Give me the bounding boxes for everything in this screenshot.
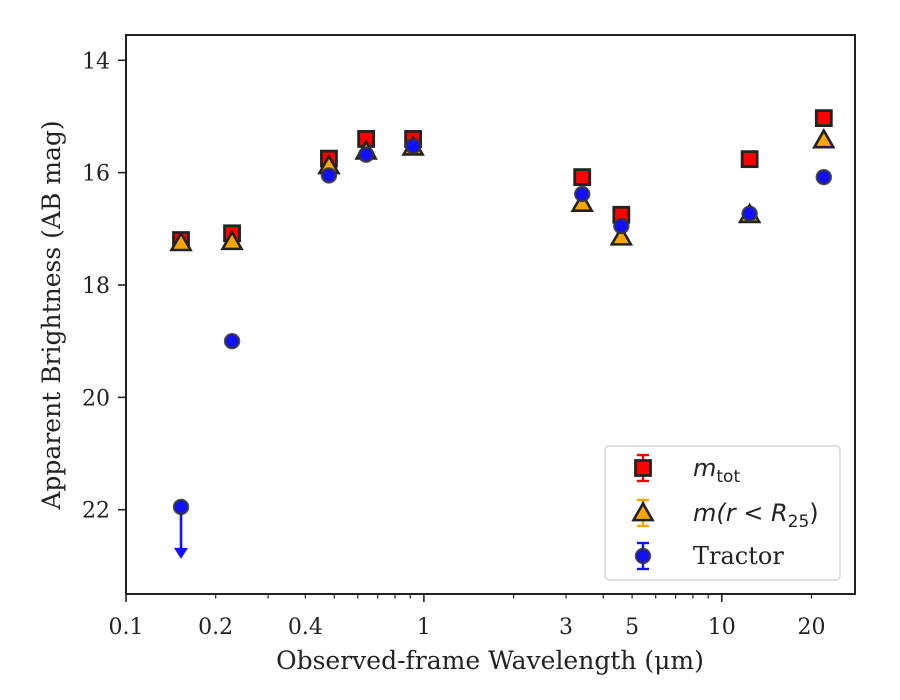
square-point	[814, 109, 833, 128]
circle-point	[574, 185, 591, 203]
x-tick-label: 5	[625, 615, 639, 640]
circle-point	[404, 138, 422, 155]
circle-point	[613, 217, 630, 235]
circle-point	[320, 167, 338, 184]
legend-triangle-marker	[631, 500, 655, 522]
y-tick-label: 16	[82, 162, 110, 187]
y-tick-label: 20	[82, 386, 110, 411]
plot-frame	[125, 34, 856, 595]
circle-point	[357, 146, 375, 163]
x-tick-label: 10	[708, 615, 736, 640]
triangle-point	[220, 229, 244, 251]
x-axis-ticks: 0.1 0.2 0.4 1 3 5 10 20	[109, 594, 825, 640]
triangle-point	[812, 127, 836, 149]
x-tick-label: 0.2	[198, 615, 233, 640]
triangle-point	[169, 230, 193, 252]
x-tick-label: 3	[559, 615, 573, 640]
legend-box	[604, 445, 841, 581]
upper-limit-arrow-head	[174, 547, 189, 559]
circle-point	[815, 168, 832, 186]
x-tick-label: 0.1	[109, 615, 144, 640]
y-axis-ticks: 14 16 18 20 22	[82, 49, 126, 524]
y-tick-label: 14	[82, 49, 110, 74]
triangle-point	[609, 225, 634, 246]
x-tick-label: 0.4	[288, 615, 323, 640]
square-point	[740, 150, 759, 169]
x-tick-label: 1	[417, 615, 431, 640]
square-point	[573, 168, 592, 187]
y-tick-label: 22	[82, 499, 110, 524]
x-tick-label: 20	[797, 615, 825, 640]
legend: mtot m(r < R25) Tractor	[604, 445, 841, 581]
circle-point	[741, 205, 758, 222]
legend-label: Tractor	[693, 542, 784, 570]
plot-marks	[169, 109, 836, 559]
legend-label: m(r < R25)	[693, 499, 819, 532]
circle-point	[223, 332, 241, 350]
legend-circle-marker	[634, 547, 652, 565]
y-axis-label: Apparent Brightness (AB mag)	[37, 120, 66, 510]
triangle-point	[570, 191, 594, 212]
legend-square-marker	[634, 459, 652, 477]
x-axis-label: Observed-frame Wavelength (μm)	[276, 646, 704, 675]
y-tick-label: 18	[82, 274, 110, 299]
series-2	[172, 138, 832, 559]
legend-label: mtot	[693, 454, 740, 487]
circle-point	[172, 498, 190, 516]
